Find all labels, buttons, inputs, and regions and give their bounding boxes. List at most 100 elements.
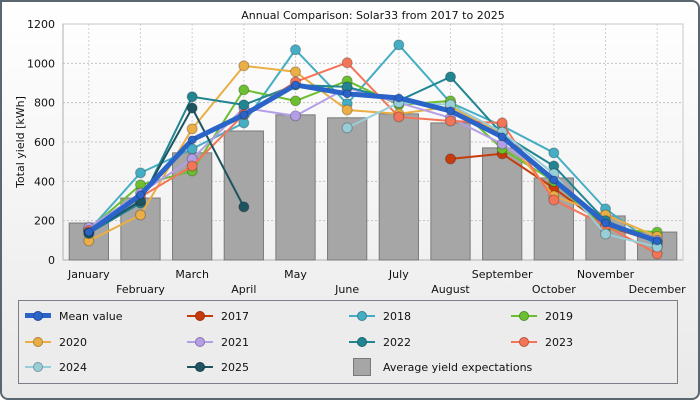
- series-2023-point: [496, 117, 508, 129]
- legend-swatch: [25, 361, 51, 373]
- legend-swatch: [25, 336, 51, 348]
- series-2019: [83, 75, 663, 238]
- legend-marker: [33, 362, 43, 372]
- x-tick-label: April: [231, 283, 256, 296]
- legend-swatch: [349, 336, 375, 348]
- legend-marker: [195, 362, 205, 372]
- x-tick-label: August: [431, 283, 470, 296]
- series-2018-point: [186, 143, 198, 155]
- bar: [223, 130, 264, 261]
- series-mean-point: [394, 93, 404, 103]
- line-series: [83, 39, 663, 260]
- x-tick-label: March: [175, 268, 209, 281]
- legend-label: Mean value: [59, 309, 123, 323]
- y-tick-label: 800: [34, 97, 55, 110]
- series-2019-point: [238, 84, 250, 96]
- series-mean-point: [239, 110, 249, 120]
- x-axis: January February March April May June July Augu…: [67, 268, 686, 296]
- bar: [378, 113, 419, 261]
- y-tick-label: 600: [34, 136, 55, 149]
- bar-series: [68, 113, 678, 261]
- legend-swatch: [187, 361, 213, 373]
- y-tick-label: 1200: [27, 18, 55, 31]
- series-2025-line: [87, 106, 245, 234]
- legend-label: 2019: [545, 309, 573, 323]
- legend-marker: [519, 337, 529, 347]
- legend-label: Average yield expectations: [383, 360, 533, 374]
- legend-swatch: [511, 310, 537, 322]
- series-2023-point: [445, 115, 456, 127]
- x-tick-label: December: [629, 283, 687, 296]
- legend-item: 2020: [25, 332, 87, 352]
- legend-item: Average yield expectations: [349, 357, 532, 377]
- x-tick-label: February: [116, 283, 165, 296]
- legend-marker: [519, 311, 529, 321]
- series-2018-point: [393, 39, 405, 51]
- legend-marker: [357, 311, 367, 321]
- legend-marker: [195, 337, 205, 347]
- series-2018-point: [290, 44, 301, 56]
- legend-swatch: [25, 310, 51, 322]
- x-tick-label: September: [472, 268, 533, 281]
- series-2023-line: [87, 61, 659, 255]
- bar: [327, 117, 368, 261]
- series-2024: [341, 97, 663, 253]
- series-2018-point: [548, 147, 560, 159]
- series-mean-point: [497, 132, 507, 142]
- series-mean-point: [187, 135, 197, 145]
- legend-marker: [33, 337, 43, 347]
- legend-item: 2024: [25, 357, 87, 377]
- legend-swatch: [353, 358, 371, 376]
- legend-swatch: [349, 310, 375, 322]
- series-mean: [84, 80, 662, 246]
- series-2020-point: [290, 66, 301, 78]
- legend-item: 2017: [187, 306, 249, 326]
- series-2022-point: [186, 91, 198, 103]
- x-tick-label: June: [334, 283, 359, 296]
- series-mean-line: [86, 82, 660, 244]
- chart: Annual Comparison: Solar33 from 2017 to …: [14, 9, 686, 296]
- series-2020-point: [135, 209, 146, 221]
- y-tick-label: 1000: [27, 57, 55, 70]
- legend-marker: [195, 311, 205, 321]
- x-tick-label: November: [577, 268, 635, 281]
- y-tick-label: 400: [34, 175, 55, 188]
- x-tick-label: January: [67, 268, 110, 281]
- legend-swatch: [187, 336, 213, 348]
- y-axis: 0 200 400 600 800 1000 1200: [27, 18, 55, 267]
- legend-item: 2025: [187, 357, 249, 377]
- bar: [482, 147, 523, 261]
- legend-item: Mean value: [25, 306, 123, 326]
- x-tick-label: July: [388, 268, 409, 281]
- y-tick-label: 0: [48, 254, 55, 267]
- chart-title: Annual Comparison: Solar33 from 2017 to …: [241, 9, 504, 22]
- legend-label: 2025: [221, 360, 249, 374]
- series-2022-point: [238, 99, 250, 111]
- y-axis-label: Total yield [kWh]: [14, 96, 27, 189]
- series-mean-point: [601, 218, 610, 228]
- series-2020-line: [87, 64, 659, 242]
- series-2023-point: [393, 111, 405, 123]
- y-tick-label: 200: [34, 215, 55, 228]
- bar: [275, 114, 316, 261]
- legend-item: 2022: [349, 332, 411, 352]
- series-mean-point: [342, 89, 352, 99]
- series-2019-point: [290, 95, 301, 107]
- legend-label: 2023: [545, 335, 573, 349]
- legend: Mean value 2017 2018 2019 2020 2021 2022 2023 20…: [18, 300, 678, 384]
- legend-marker: [33, 311, 43, 321]
- series-2024-point: [341, 122, 353, 134]
- legend-swatch: [511, 336, 537, 348]
- series-mean-point: [291, 80, 300, 90]
- bar: [430, 122, 471, 261]
- series-2018-point: [135, 167, 146, 179]
- series-2020-point: [186, 123, 198, 135]
- series-2023-point: [341, 57, 353, 69]
- series-mean-point: [84, 227, 94, 237]
- series-mean-point: [549, 175, 559, 185]
- series-2023-point: [186, 160, 198, 172]
- legend-label: 2021: [221, 335, 249, 349]
- legend-label: 2022: [383, 335, 411, 349]
- series-2020-point: [238, 60, 250, 72]
- series-2024-point: [600, 228, 611, 240]
